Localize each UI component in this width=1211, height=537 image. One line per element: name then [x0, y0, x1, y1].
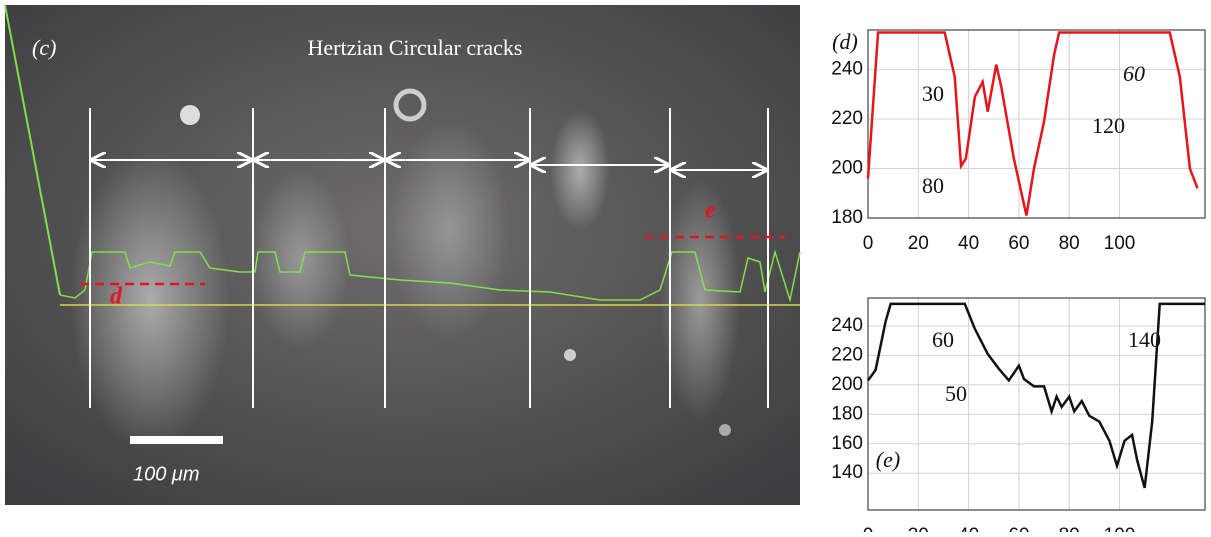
annotation: 80	[922, 173, 944, 198]
plot-frame	[867, 297, 1206, 511]
x-tick-label: 100	[1104, 525, 1136, 532]
y-tick-label: 180	[831, 403, 863, 424]
annotation: 50	[945, 381, 967, 406]
x-tick-label: 40	[958, 233, 979, 254]
plot-frame	[867, 29, 1206, 219]
annotation: 120	[1092, 113, 1125, 138]
annotation: 30	[922, 81, 944, 106]
annotation: 60	[1123, 61, 1145, 86]
y-tick-label: 200	[831, 374, 863, 395]
panel-label: (e)	[876, 447, 900, 472]
y-tick-label: 180	[831, 207, 863, 228]
annotation: 60	[932, 327, 954, 352]
marker-d: d	[110, 284, 123, 310]
y-tick-label: 140	[831, 462, 863, 483]
x-tick-label: 20	[908, 525, 929, 532]
y-tick-label: 240	[831, 59, 863, 80]
image-title: Hertzian Circular cracks	[308, 35, 523, 60]
plot-area	[868, 30, 1205, 218]
chart: 180 200 220 240 0 20 40 60 80 100 60 30 80 120 (d)	[831, 29, 1206, 254]
x-tick-label: 60	[1008, 525, 1029, 532]
y-tick-label: 160	[831, 433, 863, 454]
y-tick-label: 220	[831, 108, 863, 129]
x-tick-label: 0	[863, 233, 874, 254]
marker-e: e	[705, 198, 716, 224]
annotation: 140	[1128, 327, 1161, 352]
x-tick-label: 40	[958, 525, 979, 532]
panel-label: (c)	[32, 35, 56, 60]
data-line	[866, 31, 1199, 216]
scale-bar-label: 100 μm	[133, 463, 200, 485]
chart: 140 160 180 200 220 240 0 20 40 60 80 100 60 50 140 (e)	[831, 297, 1206, 537]
x-tick-label: 0	[863, 525, 874, 532]
data-line	[866, 302, 1205, 489]
y-tick-label: 240	[831, 315, 863, 336]
x-tick-label: 80	[1059, 525, 1080, 532]
x-tick-label: 100	[1104, 233, 1136, 254]
micrograph: (c) Hertzian Circular cracks d e 100 μm	[4, 4, 801, 505]
y-tick-label: 220	[831, 344, 863, 365]
plot-area	[868, 298, 1205, 510]
x-tick-label: 80	[1059, 233, 1080, 254]
panel-label: (d)	[832, 29, 858, 54]
x-tick-label: 20	[908, 233, 929, 254]
y-tick-label: 200	[831, 158, 863, 179]
x-tick-label: 60	[1008, 233, 1029, 254]
